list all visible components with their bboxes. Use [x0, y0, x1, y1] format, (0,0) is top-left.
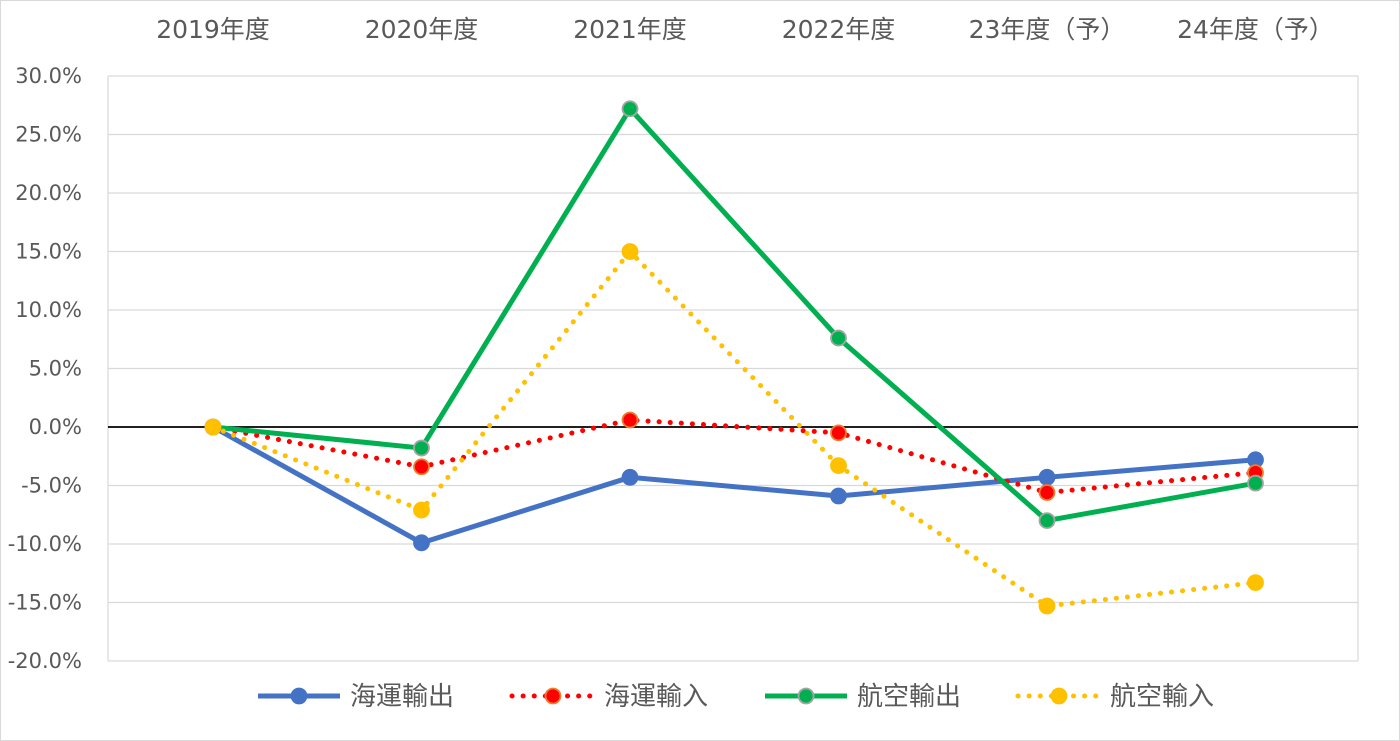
y-axis-labels: 30.0% 25.0% 20.0% 15.0% 10.0% 5.0% 0.0% -5.0% -1… — [8, 64, 82, 673]
data-point — [204, 418, 222, 436]
x-axis-labels: 2019年度 2020年度 2021年度 2022年度 23年度（予） 24年度（予） — [156, 15, 1334, 44]
data-point — [621, 468, 639, 486]
legend-item: 海運輸出 — [258, 682, 454, 712]
legend-marker — [290, 687, 308, 705]
y-tick-label: -20.0% — [8, 649, 82, 673]
y-tick-label: -5.0% — [21, 474, 82, 498]
data-point — [830, 329, 847, 347]
series-line — [210, 417, 1258, 496]
data-point — [1038, 597, 1056, 615]
data-point — [1247, 574, 1264, 592]
legend-label: 海運輸入 — [604, 682, 708, 712]
series-group — [204, 100, 1264, 615]
y-tick-label: 20.0% — [15, 181, 82, 205]
data-point — [621, 243, 639, 260]
data-point — [830, 424, 847, 442]
data-point — [1038, 484, 1056, 501]
data-point — [1038, 468, 1056, 486]
data-point — [413, 458, 430, 476]
data-point — [413, 439, 430, 457]
data-point — [830, 487, 847, 505]
y-tick-label: 0.0% — [29, 415, 82, 439]
y-tick-label: 5.0% — [29, 357, 82, 381]
y-tick-label: -10.0% — [8, 532, 82, 556]
series-line — [212, 106, 1256, 524]
data-point — [413, 534, 430, 552]
y-tick-label: 10.0% — [15, 298, 82, 322]
data-point — [621, 100, 639, 118]
legend-item: 航空輸出 — [765, 682, 961, 712]
legend-item: 航空輸入 — [1015, 682, 1214, 712]
y-tick-label: 30.0% — [15, 64, 82, 88]
y-tick-label: -15.0% — [8, 591, 82, 615]
legend-marker — [1050, 687, 1068, 705]
series-line — [210, 249, 1258, 609]
data-point — [413, 501, 430, 519]
x-tick-label: 23年度（予） — [969, 15, 1126, 44]
legend: 海運輸出 海運輸入 航空輸出 航空輸入 — [258, 682, 1214, 712]
legend-label: 海運輸出 — [350, 682, 454, 712]
x-tick-label: 24年度（予） — [1177, 15, 1334, 44]
data-point — [621, 411, 639, 429]
x-tick-label: 2019年度 — [156, 15, 270, 44]
series-4 — [204, 243, 1264, 615]
legend-label: 航空輸入 — [1110, 682, 1214, 712]
y-tick-label: 25.0% — [15, 123, 82, 147]
legend-marker — [544, 687, 562, 705]
x-tick-label: 2021年度 — [573, 15, 687, 44]
series-1 — [204, 418, 1264, 552]
y-tick-label: 15.0% — [15, 240, 82, 264]
data-point — [1247, 474, 1264, 492]
data-point — [1038, 512, 1056, 529]
legend-item: 海運輸入 — [509, 682, 708, 712]
x-tick-label: 2020年度 — [365, 15, 479, 44]
x-tick-label: 2022年度 — [782, 15, 896, 44]
gridlines — [107, 75, 1359, 662]
legend-marker — [797, 687, 815, 705]
data-point — [830, 457, 847, 475]
series-line — [211, 424, 1256, 546]
legend-label: 航空輸出 — [857, 682, 961, 712]
